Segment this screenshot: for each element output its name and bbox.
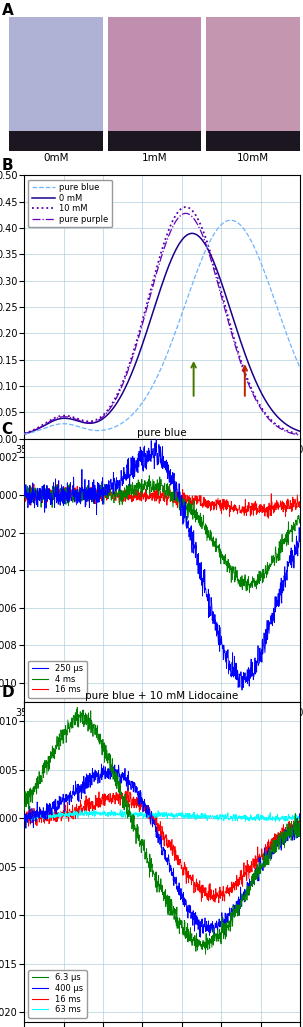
Title: pure blue + 10 mM Lidocaine: pure blue + 10 mM Lidocaine — [85, 691, 239, 701]
Text: 1mM: 1mM — [142, 153, 167, 163]
Title: pure blue: pure blue — [137, 428, 187, 438]
Text: A: A — [2, 3, 13, 18]
Text: D: D — [2, 685, 14, 699]
Text: B: B — [2, 158, 13, 174]
Text: 0mM: 0mM — [43, 153, 69, 163]
X-axis label: wavelength, nm: wavelength, nm — [120, 720, 204, 729]
Legend: 6.3 μs, 400 μs, 16 ms, 63 ms: 6.3 μs, 400 μs, 16 ms, 63 ms — [28, 971, 87, 1018]
X-axis label: wavelength, nm: wavelength, nm — [120, 456, 204, 466]
Legend: 250 μs, 4 ms, 16 ms: 250 μs, 4 ms, 16 ms — [28, 660, 87, 697]
Text: 10mM: 10mM — [237, 153, 269, 163]
Legend: pure blue, 0 mM, 10 mM, pure purple: pure blue, 0 mM, 10 mM, pure purple — [28, 180, 112, 227]
Text: C: C — [2, 422, 13, 436]
